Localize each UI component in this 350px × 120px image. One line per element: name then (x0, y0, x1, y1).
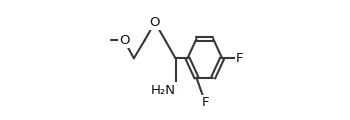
Text: O: O (119, 34, 130, 47)
Text: H₂N: H₂N (150, 84, 175, 96)
Text: F: F (236, 52, 244, 65)
Text: F: F (202, 96, 209, 109)
Text: O: O (150, 16, 160, 29)
